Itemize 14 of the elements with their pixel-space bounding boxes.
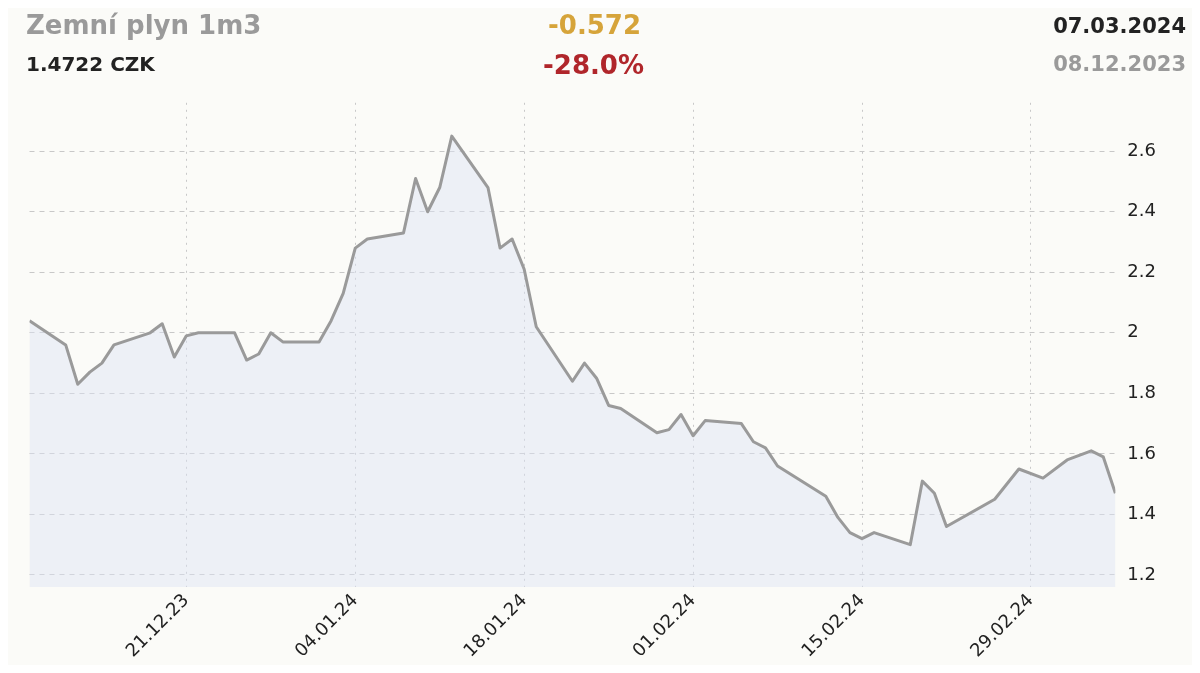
y-tick-label: 1.4	[1127, 502, 1157, 524]
text: -0.572	[548, 10, 642, 40]
y-tick-label: 2.4	[1127, 199, 1157, 221]
y-tick-label: 1.2	[1127, 562, 1157, 584]
text: 08.12.2023	[1053, 52, 1186, 76]
y-tick-label: 2	[1127, 320, 1139, 342]
y-tick-label: 1.8	[1127, 381, 1157, 403]
y-tick-label: 1.6	[1127, 441, 1157, 463]
text: -28.0%	[543, 50, 644, 80]
text: 1.4722 CZK	[26, 52, 155, 76]
y-tick-label: 2.6	[1127, 138, 1157, 160]
y-tick-label: 2.2	[1127, 259, 1157, 281]
text: 07.03.2024	[1053, 14, 1186, 38]
chart-title: Zemní plyn 1m3	[26, 10, 262, 40]
